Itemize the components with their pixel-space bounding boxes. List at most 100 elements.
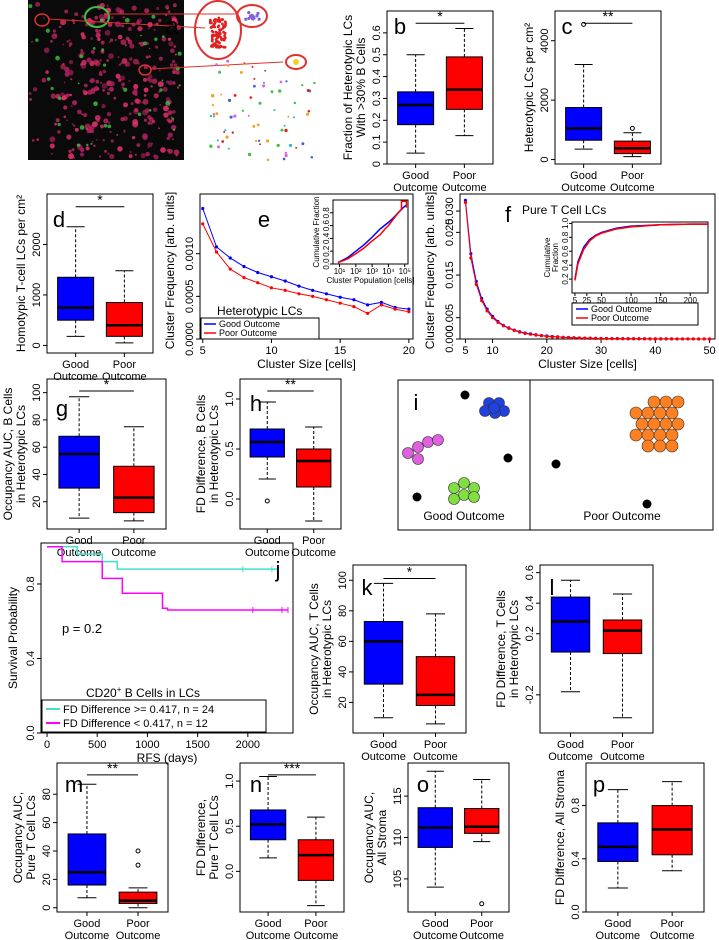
data-point xyxy=(588,336,592,340)
schematic-frame xyxy=(397,379,714,531)
scattered-cell xyxy=(209,114,213,118)
data-point xyxy=(201,206,205,211)
scattered-cell xyxy=(258,101,262,105)
plot-frame xyxy=(239,762,345,913)
x-tick-label: 0 xyxy=(44,739,50,751)
x-category-label: Outcome xyxy=(548,751,593,763)
y-axis-label: Heterotypic LCs per cm² xyxy=(522,23,536,152)
tissue-speckle xyxy=(167,37,172,41)
y-tick-label: 0.6 xyxy=(371,25,383,40)
tissue-speckle xyxy=(148,79,153,83)
tissue-speckle xyxy=(167,80,173,86)
zoom-cell xyxy=(257,17,261,21)
left-group-label: Good Outcome xyxy=(423,509,505,523)
y-axis-label: Cluster Frequency [arb. units] xyxy=(163,192,177,349)
scattered-cell xyxy=(292,116,295,119)
scattered-cell xyxy=(295,146,298,149)
cell-circle xyxy=(629,428,643,442)
tissue-speckle xyxy=(80,48,84,52)
tissue-speckle xyxy=(147,121,151,125)
data-point xyxy=(637,337,641,341)
panel-d-boxplot: 010002000GoodOutcomePoorOutcome*dHomotyp… xyxy=(14,192,154,383)
plot-frame xyxy=(46,193,154,354)
tissue-speckle xyxy=(50,40,53,43)
cell-circle xyxy=(659,417,673,431)
tissue-speckle xyxy=(90,62,93,65)
panel-letter: k xyxy=(362,575,374,600)
y-tick-label: 0.5 xyxy=(224,441,236,456)
x-category-label: Good xyxy=(255,918,282,930)
tissue-speckle xyxy=(89,80,92,83)
y-tick-label: 80 xyxy=(31,414,43,426)
tissue-speckle xyxy=(66,93,70,98)
tissue-speckle xyxy=(93,86,99,92)
scattered-cell xyxy=(285,80,288,83)
x-category-label: Good xyxy=(422,918,449,930)
box-poor-outcome xyxy=(113,465,155,514)
x-tick-label: 50 xyxy=(703,345,715,357)
tissue-speckle xyxy=(57,130,61,134)
x-tick-label: 2000 xyxy=(236,739,260,751)
y-axis-label: Cluster Frequency [arb. units] xyxy=(423,192,437,349)
tissue-speckle xyxy=(128,79,131,83)
data-point xyxy=(242,264,246,269)
outlier-point xyxy=(264,498,270,504)
cell-circle xyxy=(647,395,661,409)
data-point xyxy=(550,335,554,339)
scattered-cell xyxy=(217,145,220,149)
cell-circle xyxy=(653,406,667,420)
cell-speckle-green xyxy=(57,122,61,127)
data-point xyxy=(201,222,205,226)
cell-speckle-green xyxy=(171,117,175,120)
isolated-cell xyxy=(551,459,561,469)
tissue-speckle xyxy=(110,16,114,20)
cell-speckle-green xyxy=(35,38,39,42)
inset-y-tick-label: 0.4 xyxy=(561,259,570,271)
zoom-cell xyxy=(212,33,215,37)
data-point xyxy=(556,335,560,339)
tissue-speckle xyxy=(81,15,85,19)
data-point xyxy=(659,337,663,341)
tissue-speckle xyxy=(80,147,85,153)
x-category-label: Outcome xyxy=(102,371,147,383)
tissue-speckle xyxy=(163,105,169,112)
zoom-circle xyxy=(194,0,242,60)
tissue-speckle xyxy=(171,109,176,114)
tissue-speckle xyxy=(149,22,153,27)
cell-speckle-green xyxy=(77,82,80,85)
cell-speckle-green xyxy=(137,112,142,117)
data-point xyxy=(518,330,522,334)
tissue-speckle xyxy=(55,118,60,123)
cell-circle xyxy=(665,439,679,453)
tissue-speckle xyxy=(101,103,106,109)
x-category-label: Outcome xyxy=(413,751,458,763)
data-point xyxy=(621,337,625,341)
scattered-cell xyxy=(313,81,316,85)
x-category-label: Poor xyxy=(122,535,146,547)
cell-speckle-green xyxy=(178,84,181,87)
panel-b-boxplot: 00.10.20.30.40.50.6GoodOutcomePoorOutcom… xyxy=(341,8,494,194)
scattered-cell xyxy=(306,112,310,116)
y-axis-label: FD Difference, All Stroma xyxy=(553,770,567,905)
panel-letter: c xyxy=(562,14,573,39)
tissue-speckle xyxy=(85,127,89,131)
inset-y-tick-label: 1.0 xyxy=(561,217,570,229)
inset-x-tick-label: 5 xyxy=(573,296,578,305)
panel-i-schematic: i Good Outcome Poor Outcome xyxy=(397,379,714,531)
cell-circle xyxy=(412,453,424,465)
cell-circle xyxy=(402,447,414,459)
scattered-cell xyxy=(276,143,280,147)
tissue-speckle xyxy=(129,150,132,154)
tissue-speckle xyxy=(167,132,173,138)
isolated-cell xyxy=(503,453,513,463)
inset-series-poor-outcome xyxy=(337,200,408,264)
tissue-speckle xyxy=(100,124,104,129)
scattered-cell xyxy=(249,96,253,99)
x-category-label: Good xyxy=(74,918,101,930)
y-tick-label: 0.025 xyxy=(444,219,456,247)
right-group-label: Poor Outcome xyxy=(583,509,661,523)
tissue-speckle xyxy=(171,17,178,23)
zoom-cell xyxy=(208,18,212,22)
